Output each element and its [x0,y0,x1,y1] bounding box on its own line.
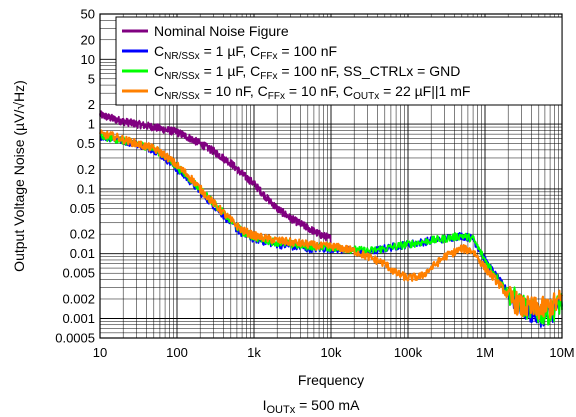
legend-entry: CNR/SSx = 1 µF, CFFx = 100 nF [154,43,337,62]
x-axis-label: Frequency [298,372,364,388]
series-layer [98,110,564,328]
y-tick-label: 0.5 [77,136,95,151]
y-tick-label: 0.005 [62,266,95,281]
y-tick-label: 0.001 [62,311,95,326]
legend-entry: Nominal Noise Figure [154,23,289,39]
y-tick-label: 5 [88,71,95,86]
y-tick-label: 0.002 [62,291,95,306]
x-tick-label: 100k [394,345,423,360]
y-tick-label: 10 [81,52,95,67]
legend-entry: CNR/SSx = 1 µF, CFFx = 100 nF, SS_CTRLx … [154,63,460,82]
y-tick-label: 0.1 [77,181,95,196]
x-tick-label: 1k [247,345,261,360]
y-tick-label: 20 [81,32,95,47]
x-tick-label: 100 [166,345,188,360]
legend: Nominal Noise Figure CNR/SSx = 1 µF, CFFx… [115,16,563,106]
y-tick-label: 0.05 [70,201,95,216]
series-line [99,110,332,244]
series-line [98,129,564,320]
x-tick-label: 10 [93,345,107,360]
x-tick-label: 1M [476,345,494,360]
plot-frame [99,13,563,339]
y-tick-label: 50 [81,7,95,22]
y-tick-label: 0.2 [77,162,95,177]
y-tick-label: 0.02 [70,227,95,242]
chart-caption: IOUTx = 500 mA [263,397,360,416]
y-tick-label: 0.01 [70,246,95,261]
x-tick-label: 10k [321,345,342,360]
y-axis-label: Output Voltage Noise (µV/√Hz) [11,80,27,272]
y-tick-label: 1 [88,117,95,132]
y-tick-label: 2 [88,97,95,112]
y-tick-label: 0.0005 [55,331,95,346]
legend-entry: CNR/SSx = 10 nF, CFFx = 10 nF, COUTx = 2… [154,83,470,102]
legend-box [115,16,563,106]
tick-labels: 10 100 1k 10k 100k 1M 10M 50 20 10 5 2 1 0.5 0.2 0.1 0.0… [55,7,574,361]
x-tick-label: 10M [549,345,574,360]
